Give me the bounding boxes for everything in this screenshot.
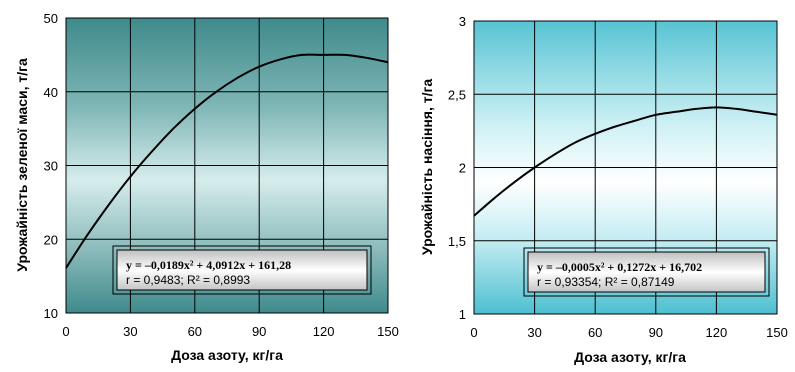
x-tick-label: 90 — [252, 324, 266, 339]
x-tick-label: 30 — [527, 325, 541, 340]
x-tick-label: 150 — [766, 325, 788, 340]
x-tick-label: 120 — [313, 324, 335, 339]
y-tick-label: 1,5 — [448, 234, 466, 249]
equation-box: y = –0,0005x² + 0,1272x + 16,702 r = 0,9… — [523, 247, 770, 297]
x-tick-label: 60 — [588, 325, 602, 340]
x-tick-label: 30 — [123, 324, 137, 339]
x-tick-label: 0 — [470, 325, 477, 340]
y-tick-label: 20 — [44, 232, 58, 247]
equation-text: y = –0,0005x² + 0,1272x + 16,702 — [537, 260, 702, 274]
y-tick-label: 2,5 — [448, 87, 466, 102]
y-tick-label: 40 — [44, 85, 58, 100]
y-tick-label: 30 — [44, 159, 58, 174]
plot-border — [473, 20, 778, 315]
x-tick-label: 0 — [62, 324, 69, 339]
stats-text: r = 0,9483; R² = 0,8993 — [126, 273, 250, 287]
y-tick-label: 10 — [44, 306, 58, 321]
x-tick-label: 150 — [377, 324, 399, 339]
series-line — [65, 53, 389, 269]
chart-green-mass: 0 30 60 90 120 150 10 20 30 40 50 y = –0,0189x² + … — [14, 11, 399, 363]
x-tick-label: 120 — [706, 325, 728, 340]
y-tick-label: 2 — [459, 161, 466, 176]
chart-seeds: 0 30 60 90 120 150 1 1,5 2 2,5 3 y = –0,0005x² + 0… — [419, 14, 788, 365]
y-tick-label: 1 — [459, 307, 466, 322]
equation-text: y = –0,0189x² + 4,0912x + 161,28 — [126, 258, 291, 272]
y-tick-label: 3 — [459, 14, 466, 29]
series-line — [473, 106, 778, 217]
x-axis-label: Доза азоту, кг/га — [574, 349, 686, 365]
y-tick-label: 50 — [44, 11, 58, 26]
x-tick-label: 90 — [649, 325, 663, 340]
plot-border — [65, 17, 389, 314]
y-axis-label: Урожайність зеленої маси, т/га — [14, 58, 30, 272]
stats-text: r = 0,93354; R² = 0,87149 — [537, 275, 675, 289]
x-axis-label: Доза азоту, кг/га — [171, 347, 283, 363]
x-tick-label: 60 — [188, 324, 202, 339]
equation-box: y = –0,0189x² + 4,0912x + 161,28 r = 0,9… — [112, 245, 372, 295]
tick-labels: 0 30 60 90 120 150 10 20 30 40 50 — [44, 11, 399, 339]
y-axis-label: Урожайність насіння, т/га — [419, 79, 435, 255]
tick-labels: 0 30 60 90 120 150 1 1,5 2 2,5 3 — [448, 14, 788, 340]
